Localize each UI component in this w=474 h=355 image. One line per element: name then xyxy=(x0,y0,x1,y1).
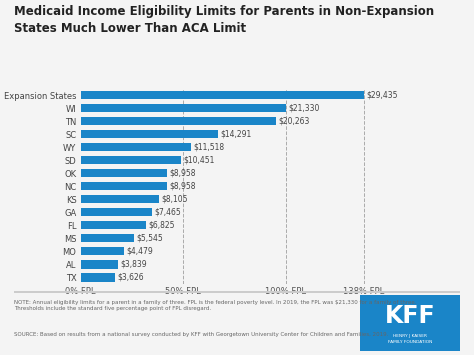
Text: $3,839: $3,839 xyxy=(120,260,146,269)
Bar xyxy=(81,104,286,112)
Bar xyxy=(81,208,153,217)
Text: $8,958: $8,958 xyxy=(169,182,196,191)
Text: $11,518: $11,518 xyxy=(194,143,225,152)
Bar xyxy=(81,143,191,151)
Bar xyxy=(81,234,134,242)
Text: Medicaid Income Eligibility Limits for Parents in Non-Expansion
States Much Lowe: Medicaid Income Eligibility Limits for P… xyxy=(14,5,434,35)
Bar xyxy=(81,273,116,282)
Bar xyxy=(81,169,167,178)
Bar xyxy=(81,195,159,203)
Bar xyxy=(81,222,146,229)
Text: $6,825: $6,825 xyxy=(149,221,175,230)
Bar xyxy=(81,247,124,256)
Bar xyxy=(81,117,275,125)
Bar xyxy=(81,130,218,138)
Text: NOTE: Annual eligibility limits for a parent in a family of three. FPL is the fe: NOTE: Annual eligibility limits for a pa… xyxy=(14,300,417,311)
Text: $8,105: $8,105 xyxy=(161,195,188,204)
Text: $29,435: $29,435 xyxy=(366,91,398,100)
Text: KFF: KFF xyxy=(385,304,435,328)
Text: SOURCE: Based on results from a national survey conducted by KFF with Georgetown: SOURCE: Based on results from a national… xyxy=(14,332,389,337)
Bar xyxy=(81,261,118,268)
Text: $10,451: $10,451 xyxy=(183,156,215,165)
Bar xyxy=(81,156,181,164)
Text: $7,465: $7,465 xyxy=(155,208,182,217)
Text: $8,958: $8,958 xyxy=(169,169,196,178)
Text: $5,545: $5,545 xyxy=(137,234,163,243)
Text: $20,263: $20,263 xyxy=(278,117,310,126)
Text: $14,291: $14,291 xyxy=(220,130,252,139)
Text: HENRY J KAISER
FAMILY FOUNDATION: HENRY J KAISER FAMILY FOUNDATION xyxy=(388,334,432,344)
Bar xyxy=(81,182,167,190)
Text: $3,626: $3,626 xyxy=(118,273,145,282)
Text: $21,330: $21,330 xyxy=(288,104,319,113)
Text: $4,479: $4,479 xyxy=(126,247,153,256)
Bar xyxy=(81,91,364,99)
